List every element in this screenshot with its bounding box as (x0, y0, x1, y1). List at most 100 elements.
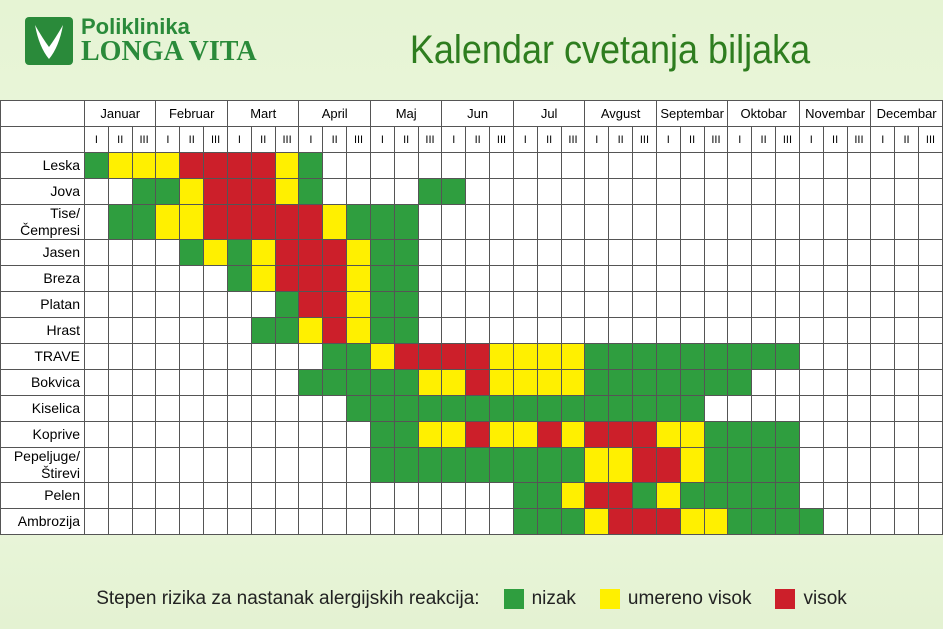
risk-cell (131, 204, 157, 240)
plant-name: Breza (0, 265, 85, 292)
risk-cell (751, 395, 777, 422)
risk-cell (465, 395, 491, 422)
risk-cell (393, 395, 419, 422)
risk-cell (917, 369, 943, 396)
risk-cell (727, 421, 753, 448)
risk-cell (584, 395, 610, 422)
plant-name: Hrast (0, 317, 85, 344)
risk-cell (131, 178, 157, 205)
risk-cell (465, 508, 491, 535)
risk-cell (536, 482, 562, 509)
risk-cell (107, 152, 133, 179)
decade-label: III (489, 126, 514, 153)
risk-cell (489, 395, 514, 422)
plant-row: Pelen (0, 482, 943, 509)
risk-cell (870, 395, 896, 422)
decade-label: III (775, 126, 800, 153)
risk-cell (465, 447, 491, 483)
risk-cell (131, 317, 157, 344)
risk-cell (584, 421, 610, 448)
decade-label: II (179, 126, 205, 153)
risk-cell (512, 239, 538, 266)
risk-cell (393, 239, 419, 266)
risk-cell (417, 508, 443, 535)
risk-cell (131, 152, 157, 179)
risk-cell (512, 152, 538, 179)
risk-cell (751, 421, 777, 448)
decade-label: III (346, 126, 371, 153)
risk-cell (512, 178, 538, 205)
risk-cell (727, 291, 753, 318)
risk-cell (727, 204, 753, 240)
decade-label: II (250, 126, 276, 153)
risk-cell (870, 369, 896, 396)
risk-cell (179, 265, 205, 292)
risk-cell (322, 178, 348, 205)
risk-cell (727, 369, 753, 396)
risk-cell (84, 317, 109, 344)
risk-cell (298, 291, 324, 318)
risk-cell (393, 291, 419, 318)
risk-cell (131, 343, 157, 370)
risk-cell (250, 482, 276, 509)
risk-cell (560, 343, 586, 370)
risk-cell (894, 291, 919, 318)
risk-cell (226, 265, 252, 292)
risk-cell (346, 482, 371, 509)
risk-cell (775, 421, 800, 448)
risk-cell (798, 482, 824, 509)
risk-cell (226, 239, 252, 266)
risk-cell (179, 421, 205, 448)
risk-cell (679, 508, 705, 535)
risk-cell (536, 265, 562, 292)
risk-cell (536, 395, 562, 422)
risk-cell (727, 317, 753, 344)
risk-cell (608, 178, 634, 205)
month-label: Avgust (584, 100, 657, 127)
risk-cell (417, 239, 443, 266)
risk-cell (107, 343, 133, 370)
risk-cell (393, 421, 419, 448)
risk-cell (536, 152, 562, 179)
risk-cell (203, 265, 228, 292)
risk-cell (536, 178, 562, 205)
decade-label: I (584, 126, 610, 153)
risk-cell (751, 291, 777, 318)
risk-cell (107, 291, 133, 318)
risk-cell (512, 204, 538, 240)
risk-cell (393, 265, 419, 292)
risk-cell (226, 369, 252, 396)
decade-label: II (679, 126, 705, 153)
risk-cell (584, 343, 610, 370)
risk-cell (727, 152, 753, 179)
risk-cell (775, 265, 800, 292)
decade-label: III (703, 126, 729, 153)
risk-cell (203, 317, 228, 344)
risk-cell (727, 343, 753, 370)
risk-cell (131, 369, 157, 396)
risk-cell (274, 152, 300, 179)
risk-cell (608, 265, 634, 292)
plant-row: TRAVE (0, 343, 943, 370)
risk-cell (203, 421, 228, 448)
risk-cell (346, 204, 371, 240)
legend-swatch (503, 589, 524, 609)
risk-cell (155, 152, 181, 179)
risk-cell (203, 291, 228, 318)
risk-cell (870, 291, 896, 318)
risk-cell (917, 178, 943, 205)
risk-cell (822, 317, 848, 344)
risk-cell (489, 152, 514, 179)
decade-label: III (632, 126, 657, 153)
risk-cell (131, 508, 157, 535)
risk-cell (870, 178, 896, 205)
risk-cell (274, 317, 300, 344)
risk-cell (560, 447, 586, 483)
risk-cell (465, 265, 491, 292)
risk-cell (679, 265, 705, 292)
risk-cell (917, 395, 943, 422)
legend-title: Stepen rizika za nastanak alergijskih re… (96, 588, 480, 609)
risk-cell (417, 447, 443, 483)
risk-cell (536, 204, 562, 240)
risk-cell (369, 508, 395, 535)
